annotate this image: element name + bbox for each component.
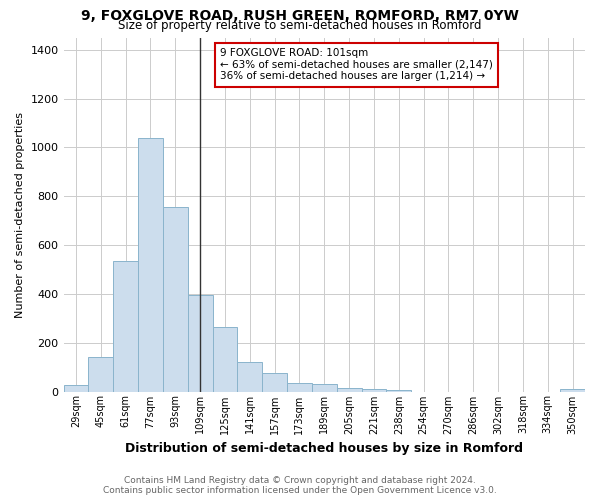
Text: 9, FOXGLOVE ROAD, RUSH GREEN, ROMFORD, RM7 0YW: 9, FOXGLOVE ROAD, RUSH GREEN, ROMFORD, R…	[81, 9, 519, 23]
Bar	[212, 327, 238, 392]
Bar	[188, 295, 212, 392]
Bar	[88, 358, 113, 392]
Bar	[138, 138, 163, 392]
Bar	[64, 386, 88, 392]
Bar	[262, 373, 287, 392]
Bar	[312, 384, 337, 392]
Bar	[113, 261, 138, 392]
Text: 9 FOXGLOVE ROAD: 101sqm
← 63% of semi-detached houses are smaller (2,147)
36% of: 9 FOXGLOVE ROAD: 101sqm ← 63% of semi-de…	[220, 48, 493, 82]
Bar	[560, 389, 585, 392]
Bar	[362, 389, 386, 392]
Bar	[287, 383, 312, 392]
Y-axis label: Number of semi-detached properties: Number of semi-detached properties	[15, 112, 25, 318]
Bar	[163, 207, 188, 392]
Bar	[386, 390, 411, 392]
Bar	[238, 362, 262, 392]
Text: Size of property relative to semi-detached houses in Romford: Size of property relative to semi-detach…	[118, 19, 482, 32]
X-axis label: Distribution of semi-detached houses by size in Romford: Distribution of semi-detached houses by …	[125, 442, 523, 455]
Bar	[337, 388, 362, 392]
Text: Contains HM Land Registry data © Crown copyright and database right 2024.
Contai: Contains HM Land Registry data © Crown c…	[103, 476, 497, 495]
